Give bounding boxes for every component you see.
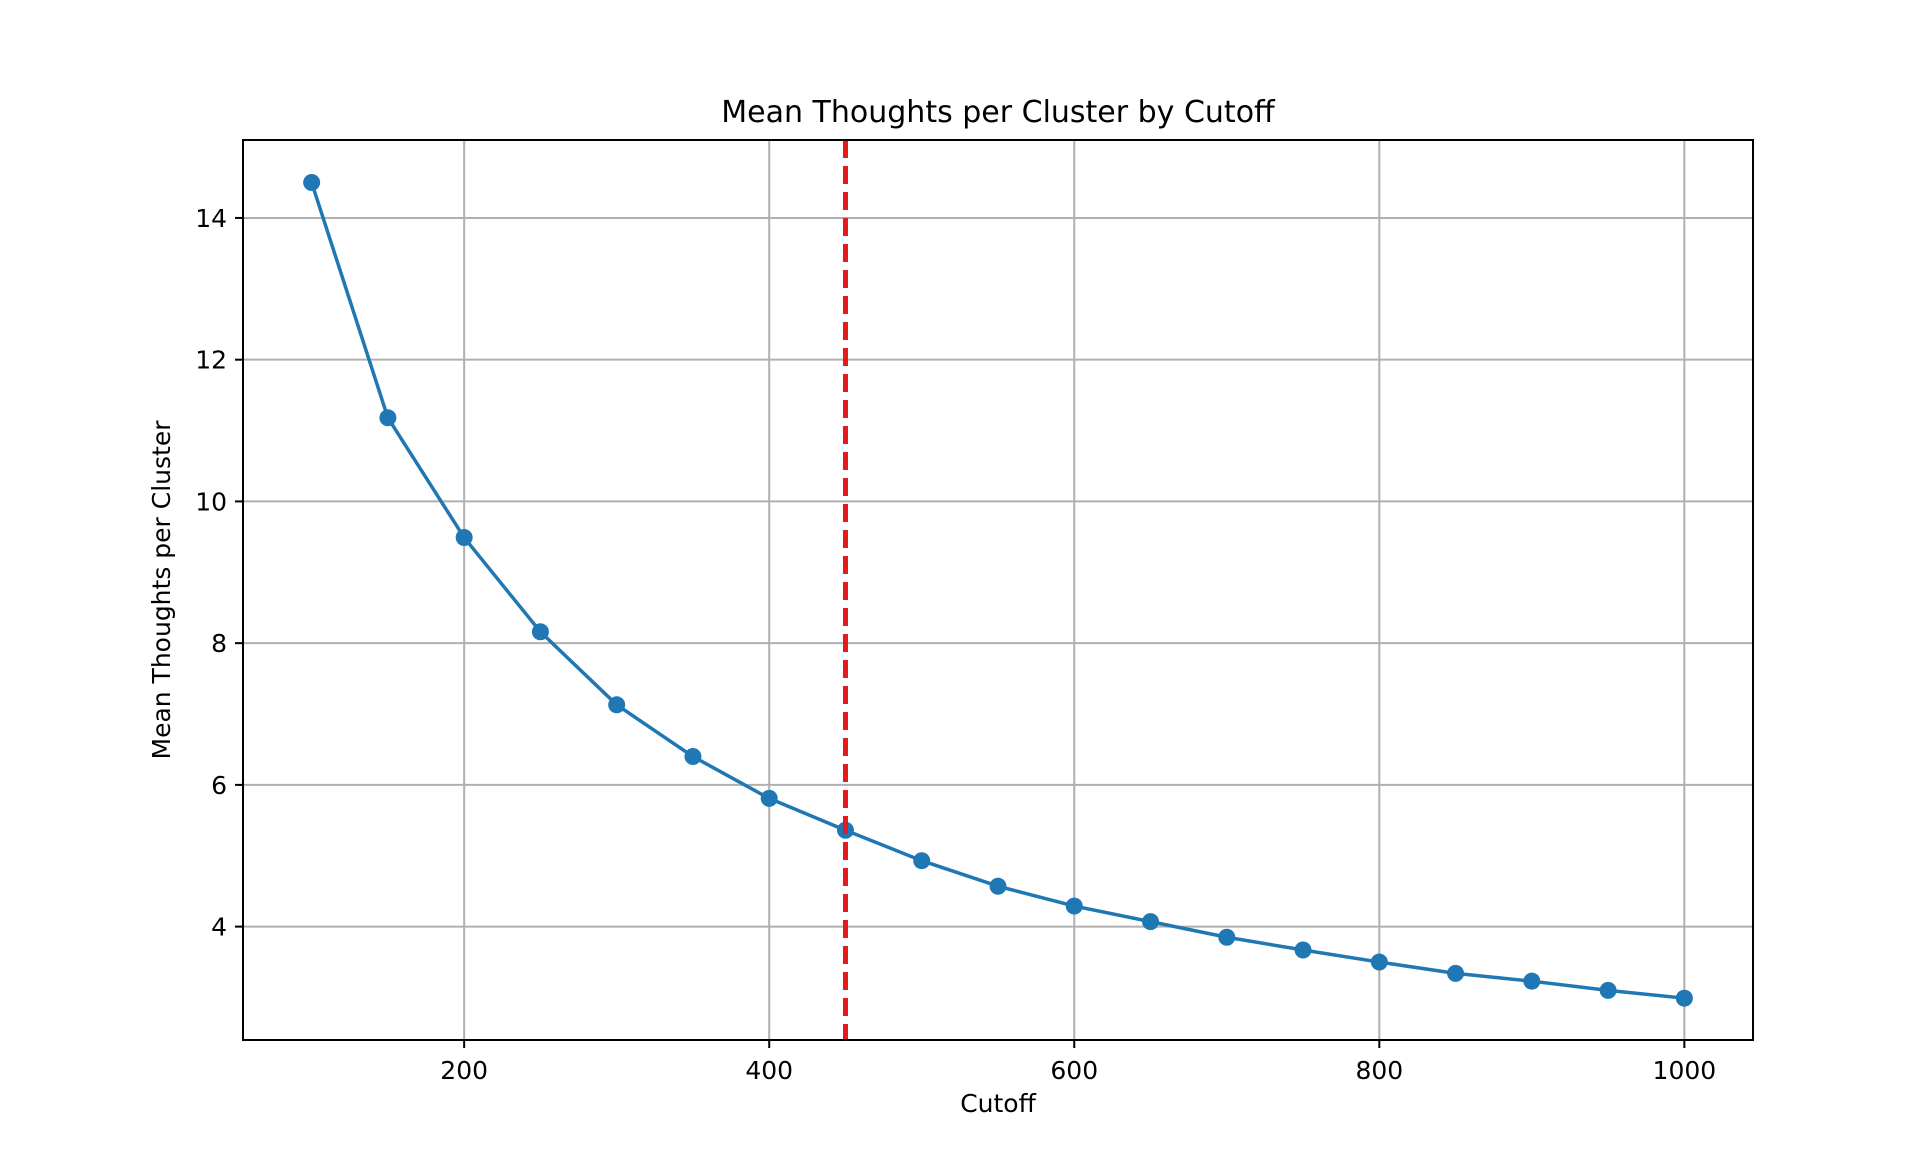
data-point	[760, 789, 778, 807]
axis-ticks: 200 400 600 800 1000 4 6 8 10 12 14	[195, 204, 1716, 1085]
data-point	[684, 748, 702, 766]
data-point	[303, 174, 321, 192]
y-tick-label: 4	[211, 913, 227, 942]
y-tick-label: 6	[211, 771, 227, 800]
grid	[243, 140, 1753, 1040]
data-point	[913, 852, 931, 870]
y-tick-label: 12	[195, 346, 227, 375]
x-tick-label: 1000	[1653, 1056, 1717, 1085]
y-tick-label: 8	[211, 629, 227, 658]
x-tick-label: 600	[1050, 1056, 1098, 1085]
data-point	[1294, 941, 1312, 959]
y-tick-label: 14	[195, 204, 227, 233]
x-axis-label: Cutoff	[960, 1089, 1036, 1118]
data-point	[1218, 928, 1236, 946]
plot-frame	[242, 139, 1754, 1041]
series-layer	[303, 140, 1693, 1040]
data-point	[1142, 913, 1160, 931]
x-tick-label: 800	[1355, 1056, 1403, 1085]
data-point	[1675, 989, 1693, 1007]
data-point	[608, 696, 626, 714]
data-point	[1523, 972, 1541, 990]
y-axis-label: Mean Thoughts per Cluster	[147, 420, 176, 760]
data-point	[989, 877, 1007, 895]
data-point	[379, 409, 397, 427]
data-point	[1370, 953, 1388, 971]
data-point	[1599, 981, 1617, 999]
data-point	[531, 623, 549, 641]
data-point	[455, 529, 473, 547]
y-tick-label: 10	[195, 487, 227, 516]
chart-title: Mean Thoughts per Cluster by Cutoff	[721, 95, 1276, 130]
x-tick-label: 200	[440, 1056, 488, 1085]
data-point	[1447, 964, 1465, 982]
x-tick-label: 400	[745, 1056, 793, 1085]
data-point	[1065, 897, 1083, 915]
